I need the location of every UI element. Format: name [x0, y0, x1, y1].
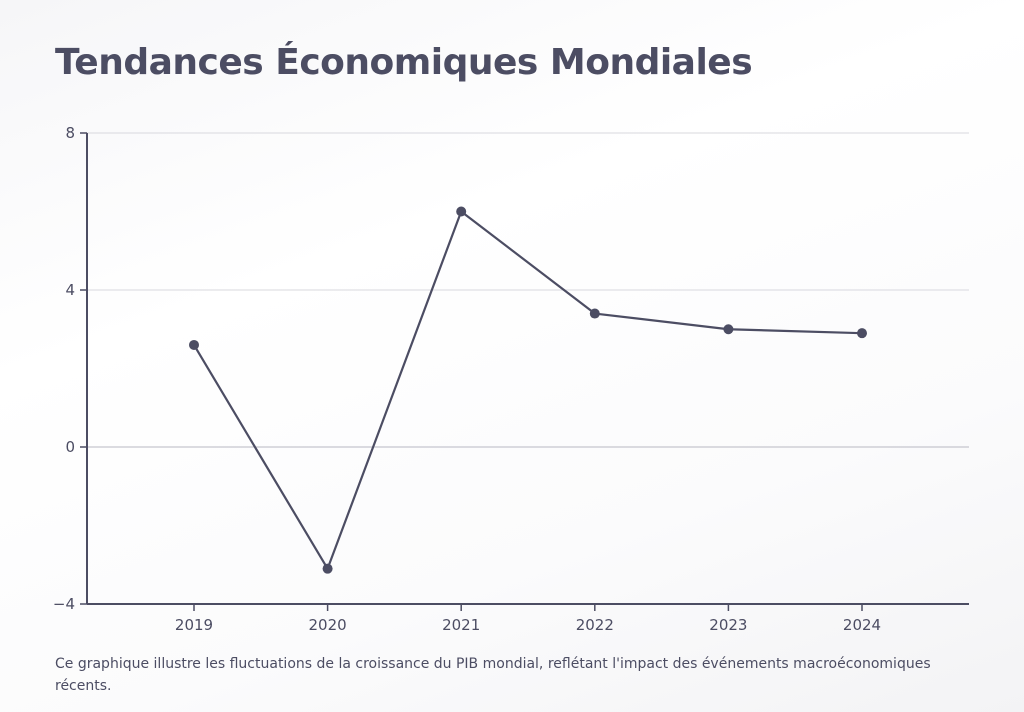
- axes: [86, 133, 969, 605]
- x-tick-label: 2020: [309, 616, 347, 634]
- data-points: [189, 206, 867, 574]
- grid-lines: [87, 132, 969, 448]
- y-tick-label: 0: [65, 438, 75, 456]
- x-tick-label: 2023: [709, 616, 747, 634]
- data-point-2020: [322, 563, 333, 574]
- y-tick-label: −4: [53, 595, 75, 613]
- y-tick-label: 4: [65, 281, 75, 299]
- x-tick-label: 2021: [442, 616, 480, 634]
- y-ticks: 8 4 0 −4: [53, 124, 87, 613]
- x-ticks: 2019 2020 2021 2022 2023 2024: [175, 604, 881, 634]
- series-layer: [193, 210, 863, 570]
- x-tick-label: 2022: [576, 616, 614, 634]
- series-line-0: [193, 210, 863, 570]
- data-point-2024: [857, 328, 867, 339]
- y-tick-label: 8: [65, 124, 75, 142]
- data-point-2022: [589, 308, 600, 319]
- chart-caption: Ce graphique illustre les fluctuations d…: [55, 656, 931, 694]
- x-tick-label: 2019: [175, 616, 213, 634]
- x-tick-label: 2024: [843, 616, 881, 634]
- data-point-2021: [456, 206, 467, 217]
- data-point-2023: [723, 324, 734, 335]
- data-point-2019: [189, 339, 199, 350]
- page-title: Tendances Économiques Mondiales: [55, 42, 753, 83]
